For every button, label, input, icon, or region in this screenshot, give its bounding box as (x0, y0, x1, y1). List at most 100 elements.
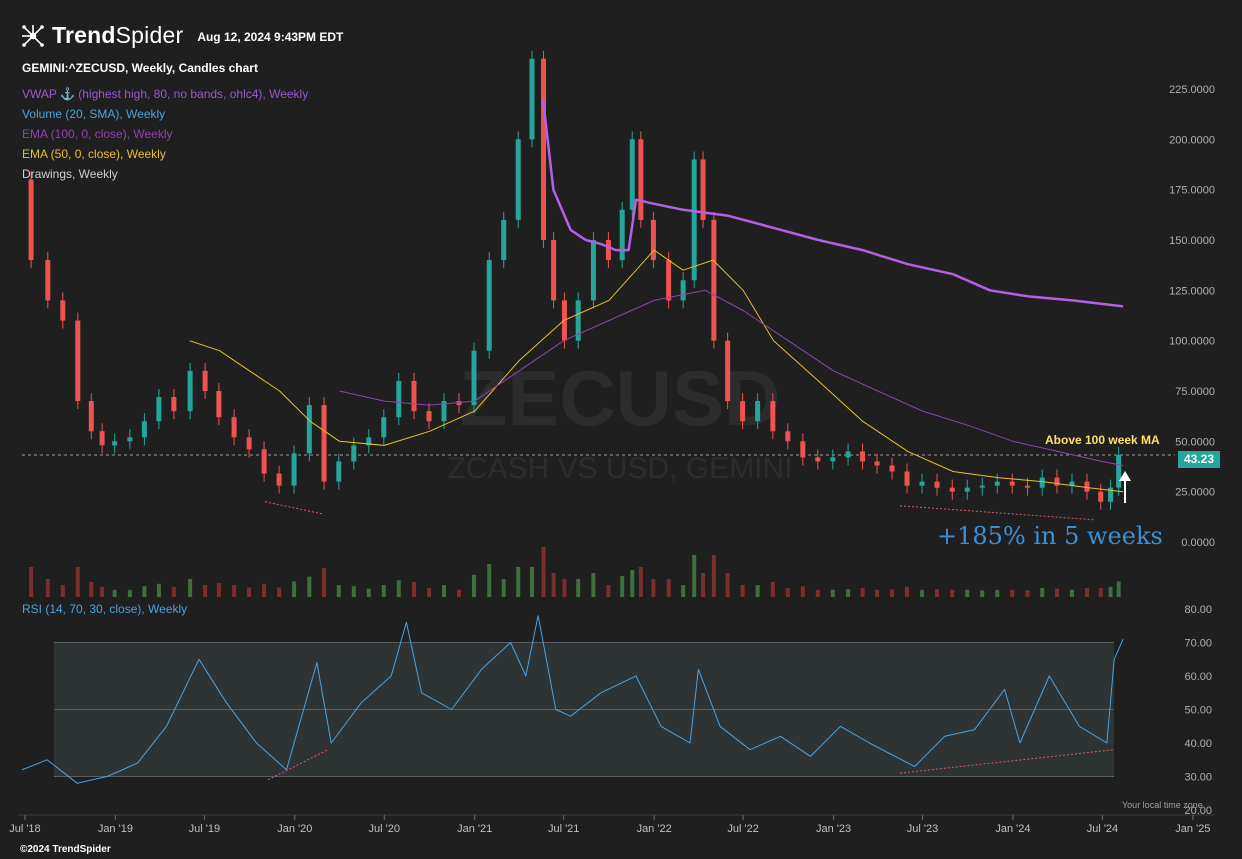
candle-body (171, 397, 177, 412)
indicator-label[interactable]: EMA (100, 0, close), Weekly (22, 127, 173, 141)
volume-bar (980, 590, 985, 597)
volume-bar (1108, 586, 1113, 597)
volume-bar (541, 547, 546, 597)
last-price-badge: 43.23 (1178, 451, 1220, 468)
indicator-label[interactable]: Volume (20, SMA), Weekly (22, 107, 166, 121)
candle-body (700, 159, 706, 220)
candle-body (629, 139, 635, 210)
candle-body (321, 405, 327, 482)
candle-body (306, 405, 312, 454)
x-axis-tick-label: Jul '21 (548, 823, 579, 835)
volume-bar (630, 570, 635, 597)
volume-bar (277, 587, 282, 597)
volume-bar (740, 585, 745, 597)
symbol-label[interactable]: GEMINI:^ZECUSD, Weekly, Candles chart (22, 61, 258, 75)
candle-body (755, 401, 761, 422)
indicator-label[interactable]: EMA (50, 0, close), Weekly (22, 147, 166, 161)
candle-body (845, 451, 851, 458)
volume-bar (156, 583, 161, 597)
candle-body (1009, 481, 1015, 486)
candle-body (860, 451, 866, 462)
volume-bar (1010, 589, 1015, 597)
volume-bar (620, 576, 625, 597)
candle-body (815, 457, 821, 462)
rsi-label[interactable]: RSI (14, 70, 30, close), Weekly (22, 602, 188, 616)
volume-bar (456, 589, 461, 597)
x-axis-tick-label: Jul '24 (1087, 823, 1118, 835)
volume-bar (232, 585, 237, 597)
volume-bar (336, 585, 341, 597)
candle-body (590, 240, 596, 301)
volume-bar (905, 586, 910, 597)
price-axis-tick: 50.0000 (1175, 436, 1215, 448)
local-time-zone[interactable]: Your local time zone (1122, 800, 1203, 810)
candle-body (680, 280, 686, 301)
price-axis-tick: 100.0000 (1169, 336, 1215, 348)
price-axis-tick: 0.0000 (1181, 537, 1215, 549)
x-axis-tick-label: Jul '18 (9, 823, 40, 835)
volume-bar (965, 589, 970, 597)
candle-body (351, 445, 357, 462)
volume-bar (692, 555, 697, 597)
volume-bar (1054, 588, 1059, 597)
watermark-symbol: ZECUSD (460, 354, 781, 442)
volume-bar (860, 588, 865, 597)
watermark-subtitle: ZCASH VS USD, GEMINI (447, 452, 792, 485)
rsi-axis-tick: 60.00 (1184, 671, 1212, 683)
candle-body (45, 260, 51, 301)
volume-bar (591, 573, 596, 597)
candle-body (60, 300, 66, 321)
volume-bar (100, 586, 105, 597)
volume-bar (471, 574, 476, 597)
volume-bar (112, 589, 117, 597)
divergence-line-2024 (899, 505, 1096, 521)
candle-body (1069, 481, 1075, 486)
volume-bar (1084, 588, 1089, 597)
candle-body (246, 437, 252, 450)
candle-body (691, 159, 697, 281)
candle-body (336, 461, 342, 482)
volume-bar (711, 555, 716, 597)
volume-bar (262, 583, 267, 597)
candle-body (874, 461, 880, 466)
volume-bar (701, 573, 706, 597)
divergence-line-2020 (264, 501, 323, 515)
candle-body (964, 487, 970, 492)
candle-body (156, 397, 162, 422)
candle-body (529, 58, 535, 140)
volume-bar (188, 579, 193, 597)
volume-bar (920, 589, 925, 597)
above-ma-annotation: Above 100 week MA (1045, 433, 1160, 447)
brand-name: TrendSpider (52, 22, 184, 48)
volume-bar (60, 585, 65, 597)
candle-body (486, 260, 492, 351)
volume-bar (562, 579, 567, 597)
volume-bar (638, 567, 643, 597)
rsi-axis-tick: 20.00 (1184, 805, 1212, 817)
volume-bar (292, 581, 297, 597)
volume-bar (1116, 581, 1121, 597)
candle-body (1054, 477, 1060, 486)
volume-bar (381, 585, 386, 597)
candle-body (426, 411, 432, 422)
volume-bar (725, 573, 730, 597)
candle-body (1116, 454, 1122, 488)
candle-body (725, 340, 731, 402)
candle-body (619, 209, 625, 261)
volume-bar (606, 585, 611, 597)
candle-body (605, 240, 611, 261)
indicator-label[interactable]: Drawings, Weekly (22, 167, 118, 181)
volume-bar (800, 586, 805, 597)
candle-body (456, 401, 462, 406)
candle-body (830, 457, 836, 462)
indicator-label[interactable]: VWAP ⚓ (highest high, 80, no bands, ohlc… (22, 87, 309, 101)
x-axis-tick-label: Jan '24 (995, 823, 1030, 835)
candle-body (551, 240, 557, 301)
candle-body (650, 219, 656, 261)
rsi-axis-tick: 30.00 (1184, 772, 1212, 784)
price-axis-tick: 225.0000 (1169, 84, 1215, 96)
candle-body (28, 179, 34, 261)
volume-bar (75, 567, 80, 597)
volume-bar (142, 586, 147, 597)
